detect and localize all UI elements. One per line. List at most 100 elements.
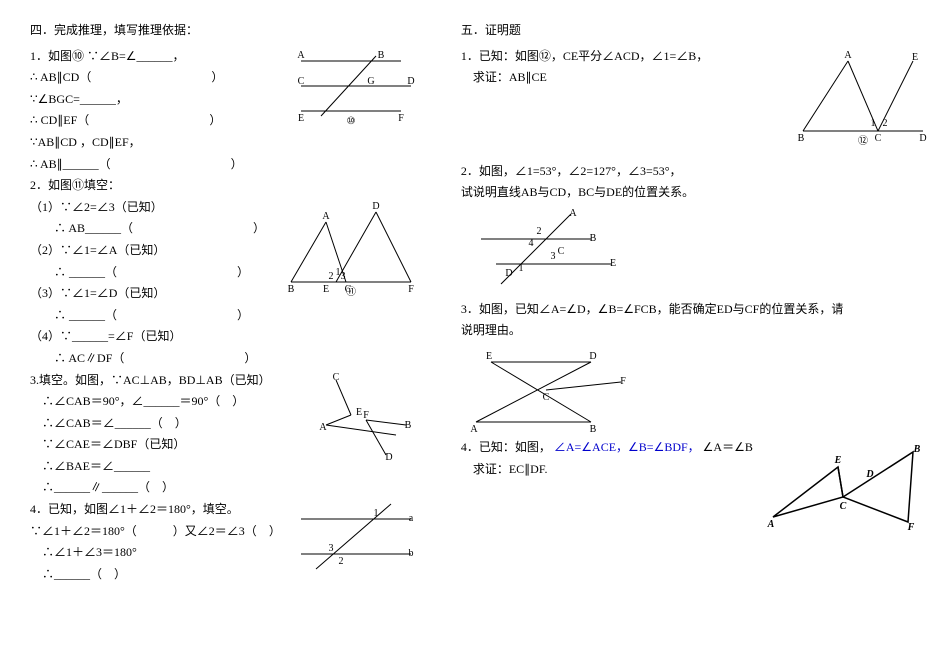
svg-text:⑫: ⑫ xyxy=(858,135,868,146)
figure-s5q3: E D C F A B xyxy=(461,342,631,437)
svg-text:D: D xyxy=(589,351,596,362)
s5q1-l1: 1．已知：如图⑫，CE平分∠ACD，∠1=∠B， xyxy=(461,46,783,68)
figure-11: A D B E C F 1 2 3 ⑪ xyxy=(281,197,421,297)
svg-text:D: D xyxy=(865,469,873,480)
s4q4-head: 4．已知，如图∠1＋∠2＝180°，填空。 xyxy=(30,499,281,521)
s4q1-l3: ∵∠BGC=______， xyxy=(30,89,281,111)
figure-s5q4: A E C D B F xyxy=(763,437,933,532)
s5-q1-text: 1．已知：如图⑫，CE平分∠ACD，∠1=∠B， 求证：AB∥CE xyxy=(461,46,783,89)
svg-text:C: C xyxy=(840,501,847,512)
svg-text:B: B xyxy=(589,424,596,435)
svg-text:3: 3 xyxy=(328,543,333,554)
svg-text:4: 4 xyxy=(528,238,533,249)
svg-text:A: A xyxy=(322,211,330,222)
svg-text:F: F xyxy=(408,284,414,295)
svg-text:F: F xyxy=(363,410,369,421)
svg-text:A: A xyxy=(767,519,775,530)
svg-text:B: B xyxy=(377,50,384,61)
svg-text:1: 1 xyxy=(373,508,378,519)
svg-text:D: D xyxy=(407,76,414,87)
s4q3-l5: ∴______∥______（ ） xyxy=(30,477,301,499)
svg-text:C: C xyxy=(542,392,549,403)
svg-text:E: E xyxy=(298,113,304,124)
s4q1-l2: ∴ AB∥CD（） xyxy=(30,67,281,89)
figure-s5q3-wrap: E D C F A B xyxy=(461,342,933,437)
section-5-title: 五．证明题 xyxy=(461,20,933,42)
svg-text:A: A xyxy=(844,50,852,61)
svg-text:E: E xyxy=(356,407,362,418)
svg-text:E: E xyxy=(610,258,616,269)
figure-12: A E B C D 1 2 ⑫ xyxy=(793,46,933,146)
svg-text:C: C xyxy=(875,133,882,144)
svg-text:E: E xyxy=(486,351,492,362)
svg-text:A: A xyxy=(297,50,305,61)
s4q2-a1: （1）∵∠2=∠3（已知） xyxy=(30,197,271,219)
s4-q4-text: 4．已知，如图∠1＋∠2＝180°，填空。 ∵∠1＋∠2＝180°（ ）又∠2＝… xyxy=(30,499,281,585)
svg-text:F: F xyxy=(907,522,915,532)
svg-text:A: A xyxy=(319,422,327,433)
s4q1-l1: 1．如图⑩ ∵∠B=∠______， xyxy=(30,46,281,68)
svg-text:2: 2 xyxy=(536,226,541,237)
s5q4-l1: 4．已知：如图， ∠A=∠ACE，∠B=∠BDF， ∠A＝∠B xyxy=(461,437,753,459)
s4-q3-text: 3.填空。如图，∵AC⊥AB，BD⊥AB（已知） ∴∠CAB＝90°，∠____… xyxy=(30,370,301,500)
s4q4-l2: ∴∠1＋∠3＝180° xyxy=(30,542,281,564)
s4q1-l6: ∴ AB∥______（） xyxy=(30,154,281,176)
svg-text:D: D xyxy=(919,133,926,144)
svg-text:⑩: ⑩ xyxy=(346,116,355,126)
s4q2-d1: （4）∵______=∠F（已知） xyxy=(30,326,271,348)
s5q3-l1: 3．如图，已知∠A=∠D，∠B=∠FCB，能否确定ED与CF的位置关系，请 xyxy=(461,299,933,321)
svg-text:B: B xyxy=(589,233,596,244)
s5-q2-text: 2．如图，∠1=53°，∠2=127°，∠3=53°， 试说明直线AB与CD，B… xyxy=(461,161,933,204)
svg-text:D: D xyxy=(385,452,392,463)
figure-s5q2: A B C D E 2 4 3 1 xyxy=(461,204,621,299)
s4-q3-row: 3.填空。如图，∵AC⊥AB，BD⊥AB（已知） ∴∠CAB＝90°，∠____… xyxy=(30,370,421,500)
s4q3-l4: ∴∠BAE＝∠______ xyxy=(30,456,301,478)
s5-q1-row: 1．已知：如图⑫，CE平分∠ACD，∠1=∠B， 求证：AB∥CE A E B … xyxy=(461,46,933,146)
svg-text:F: F xyxy=(398,113,404,124)
s4q2-b2: ∴ ______（） xyxy=(30,262,271,284)
s4q1-l5: ∵AB∥CD ，CD∥EF， xyxy=(30,132,281,154)
s5-q2-row: 2．如图，∠1=53°，∠2=127°，∠3=53°， 试说明直线AB与CD，B… xyxy=(461,161,933,204)
svg-text:⑪: ⑪ xyxy=(346,286,356,297)
figure-s5q2-wrap: A B C D E 2 4 3 1 xyxy=(461,204,933,299)
svg-text:b: b xyxy=(408,548,413,559)
right-column: 五．证明题 1．已知：如图⑫，CE平分∠ACD，∠1=∠B， 求证：AB∥CE … xyxy=(461,20,933,585)
svg-text:C: C xyxy=(297,76,304,87)
svg-text:2: 2 xyxy=(338,556,343,567)
svg-text:C: C xyxy=(332,372,339,383)
svg-text:B: B xyxy=(287,284,294,295)
left-column: 四．完成推理，填写推理依据： 1．如图⑩ ∵∠B=∠______， ∴ AB∥C… xyxy=(30,20,421,585)
svg-text:A: A xyxy=(569,208,577,219)
figure-s4q3: C A E F B D xyxy=(311,370,421,465)
s4-q1-row: 1．如图⑩ ∵∠B=∠______， ∴ AB∥CD（） ∵∠BGC=_____… xyxy=(30,46,421,176)
s4q2-d2: ∴ AC∥DF（） xyxy=(30,348,271,370)
s4q1-l4: ∴ CD∥EF（） xyxy=(30,110,281,132)
s5q4-l2: 求证：EC∥DF. xyxy=(461,459,753,481)
page-container: 四．完成推理，填写推理依据： 1．如图⑩ ∵∠B=∠______， ∴ AB∥C… xyxy=(0,0,945,605)
s5-q4-row: 4．已知：如图， ∠A=∠ACE，∠B=∠BDF， ∠A＝∠B 求证：EC∥DF… xyxy=(461,437,933,532)
svg-text:2: 2 xyxy=(328,271,333,282)
s4q4-l1: ∵∠1＋∠2＝180°（ ）又∠2＝∠3（ ） xyxy=(30,521,281,543)
s5q1-l2: 求证：AB∥CE xyxy=(461,67,783,89)
svg-text:1: 1 xyxy=(870,118,875,129)
svg-text:3: 3 xyxy=(550,251,555,262)
svg-text:E: E xyxy=(912,52,918,63)
s4q3-l3: ∵∠CAE＝∠DBF（已知） xyxy=(30,434,301,456)
figure-10: A B C D G E F ⑩ xyxy=(291,46,421,126)
s4-q1-text: 1．如图⑩ ∵∠B=∠______， ∴ AB∥CD（） ∵∠BGC=_____… xyxy=(30,46,281,176)
svg-text:3: 3 xyxy=(340,271,345,282)
svg-text:G: G xyxy=(367,76,374,87)
s4q3-head: 3.填空。如图，∵AC⊥AB，BD⊥AB（已知） xyxy=(30,370,301,392)
svg-text:D: D xyxy=(372,201,379,212)
s5q2-l1: 2．如图，∠1=53°，∠2=127°，∠3=53°， xyxy=(461,161,933,183)
s4q4-l3: ∴______（ ） xyxy=(30,564,281,586)
figure-s4q4: 1 3 2 a b xyxy=(291,499,421,574)
spacer xyxy=(461,146,933,161)
svg-text:A: A xyxy=(470,424,478,435)
section-4-title: 四．完成推理，填写推理依据： xyxy=(30,20,421,42)
svg-text:1: 1 xyxy=(518,263,523,274)
s4-q2-row: （1）∵∠2=∠3（已知） ∴ AB______（） （2）∵∠1=∠A（已知）… xyxy=(30,197,421,370)
s4q2-head: 2．如图⑪填空： xyxy=(30,175,421,197)
s4q2-c1: （3）∵∠1=∠D（已知） xyxy=(30,283,271,305)
svg-text:2: 2 xyxy=(882,118,887,129)
